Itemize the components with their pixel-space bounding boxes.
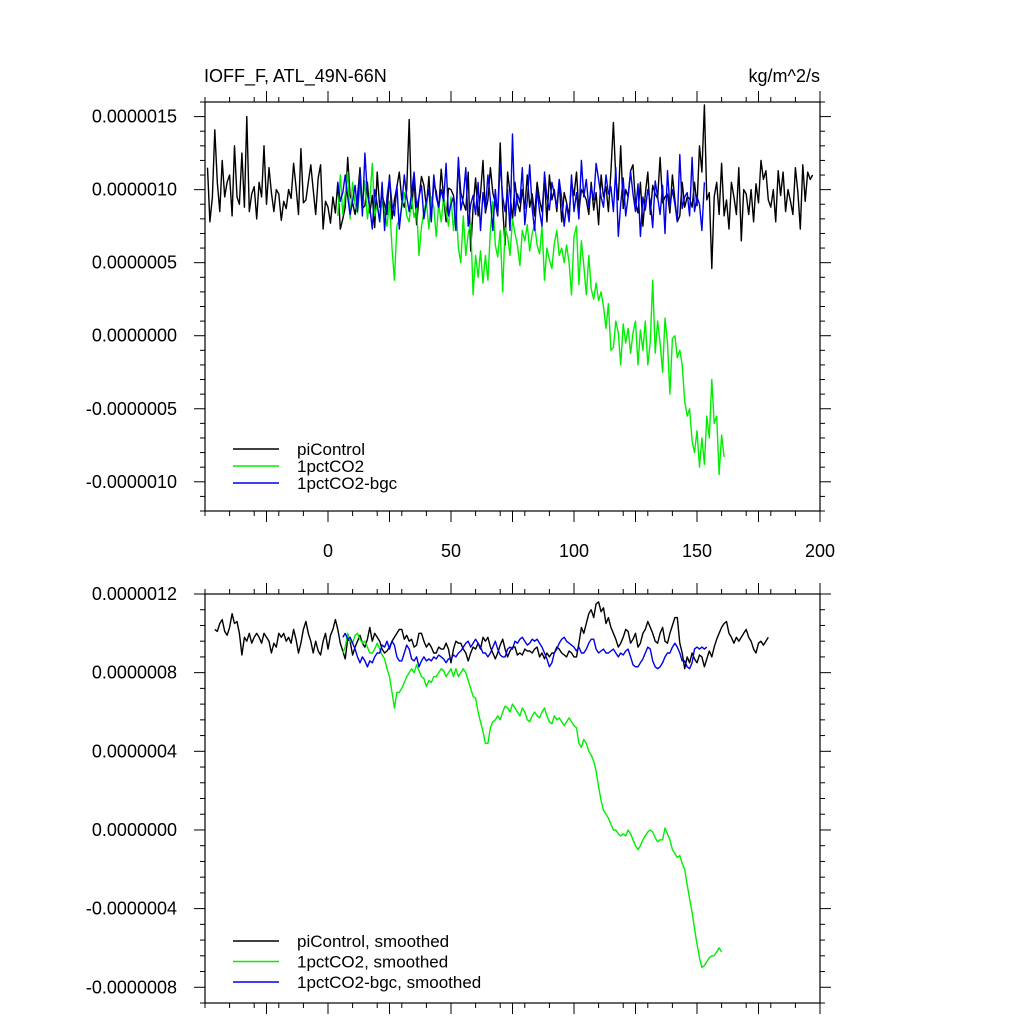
top-panel: 0 50 100 150 200 0.0000015 0.0000010 0.0000005 0… — [86, 91, 835, 561]
series-line-2 — [342, 632, 723, 969]
series-line-3 — [337, 133, 706, 238]
legend-label: piControl, smoothed — [297, 932, 449, 951]
y-tick-label: 0.0000008 — [92, 663, 177, 683]
y-tick-label: -0.0000005 — [86, 399, 177, 419]
series-line-3 — [342, 632, 708, 670]
y-tick-label: 0.0000004 — [92, 741, 177, 761]
y-tick-label: -0.0000010 — [86, 472, 177, 492]
series-line-1 — [206, 104, 814, 270]
bottom-panel: 0.0000012 0.0000008 0.0000004 0.0000000 -0.0… — [86, 583, 831, 1014]
units-label: kg/m^2/s — [749, 66, 820, 86]
y-tick-label: 0.0000000 — [92, 820, 177, 840]
x-tick-label: 150 — [682, 541, 712, 561]
legend-label: 1pctCO2 — [297, 457, 364, 476]
x-tick-label: 0 — [323, 541, 333, 561]
y-tick-label: -0.0000008 — [86, 977, 177, 997]
x-tick-label: 100 — [559, 541, 589, 561]
legend-label: 1pctCO2, smoothed — [297, 953, 448, 972]
legend-label: 1pctCO2-bgc, smoothed — [297, 973, 481, 992]
y-tick-label: 0.0000015 — [92, 107, 177, 127]
y-tick-label: 0.0000000 — [92, 326, 177, 346]
legend-label: piControl — [297, 440, 365, 459]
legend-label: 1pctCO2-bgc — [297, 474, 398, 493]
y-tick-label: -0.0000004 — [86, 899, 177, 919]
chart-title: IOFF_F, ATL_49N-66N — [204, 66, 387, 87]
series-line-1 — [214, 601, 769, 670]
y-tick-label: 0.0000012 — [92, 584, 177, 604]
y-tick-label: 0.0000010 — [92, 180, 177, 200]
y-tick-label: 0.0000005 — [92, 253, 177, 273]
x-tick-label: 50 — [441, 541, 461, 561]
x-tick-label: 200 — [805, 541, 835, 561]
